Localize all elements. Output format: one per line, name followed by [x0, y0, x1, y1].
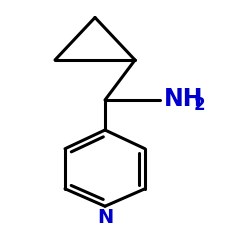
- Text: NH: NH: [164, 87, 203, 111]
- Text: 2: 2: [194, 96, 205, 114]
- Text: N: N: [97, 208, 113, 227]
